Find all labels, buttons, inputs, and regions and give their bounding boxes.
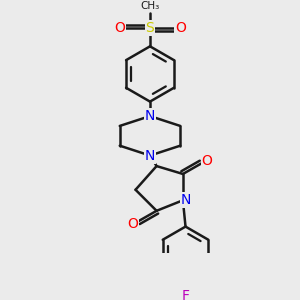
Text: S: S: [146, 21, 154, 35]
Text: O: O: [176, 21, 186, 35]
Text: F: F: [182, 289, 190, 300]
Text: N: N: [145, 148, 155, 163]
Text: O: O: [202, 154, 212, 168]
Text: N: N: [181, 193, 191, 207]
Text: CH₃: CH₃: [140, 1, 160, 11]
Text: O: O: [127, 217, 138, 231]
Text: O: O: [114, 21, 124, 35]
Text: N: N: [145, 109, 155, 123]
